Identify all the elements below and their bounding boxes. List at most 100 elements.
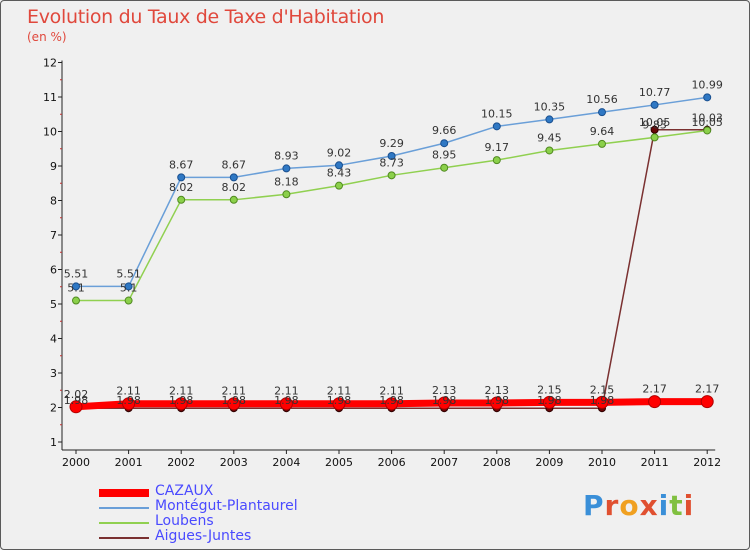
data-point — [542, 395, 556, 409]
data-point — [124, 282, 133, 291]
data-point — [545, 115, 554, 124]
data-label: 2.17 — [642, 383, 667, 396]
data-label: 1.98 — [274, 394, 299, 407]
y-tick-label: 1 — [50, 436, 57, 449]
data-label: 2.11 — [327, 385, 352, 398]
data-label: 9.64 — [590, 125, 615, 138]
data-label: 8.95 — [432, 149, 457, 162]
data-label: 1.98 — [169, 394, 194, 407]
data-label: 5.51 — [64, 267, 89, 280]
logo-letter: i — [658, 489, 670, 522]
data-label: 5.1 — [67, 282, 85, 295]
data-point — [124, 296, 133, 305]
data-point — [174, 397, 188, 411]
data-label: 10.05 — [691, 116, 723, 129]
data-label: 2.11 — [222, 385, 247, 398]
data-label: 9.29 — [379, 137, 404, 150]
labels-aigues-juntes: 1.98 1.98 1.98 1.98 1.98 1.98 1.98 1.98 1.98 1.98… — [64, 116, 723, 407]
legend-swatch — [99, 522, 149, 524]
x-tick-label: 2003 — [220, 456, 248, 469]
data-point — [177, 195, 186, 204]
data-point — [492, 122, 501, 131]
data-label: 1.98 — [537, 394, 562, 407]
series-cazaux — [69, 395, 714, 414]
data-label: 8.67 — [222, 158, 247, 171]
data-point — [545, 146, 554, 155]
data-point — [72, 296, 80, 305]
data-point — [177, 173, 186, 182]
data-label: 8.67 — [169, 158, 194, 171]
logo-letter: r — [604, 489, 620, 522]
x-tick-label: 2001 — [115, 456, 143, 469]
data-label: 2.17 — [695, 383, 720, 396]
chart-subtitle: (en %) — [27, 30, 67, 44]
data-label: 5.51 — [116, 267, 141, 280]
y-tick-label: 7 — [50, 229, 57, 242]
data-label: 9.17 — [485, 141, 510, 154]
data-point — [650, 125, 659, 134]
y-tick-label: 10 — [43, 126, 57, 139]
chart-title: Evolution du Taux de Taxe d'Habitation — [27, 6, 385, 28]
legend-label: Montégut-Plantaurel — [155, 498, 298, 514]
legend-label: Loubens — [155, 513, 214, 529]
data-label: 9.66 — [432, 124, 457, 137]
data-label: 10.35 — [534, 100, 566, 113]
data-label: 2.11 — [169, 385, 194, 398]
y-tick-label: 2 — [50, 402, 57, 415]
y-tick-label: 6 — [50, 264, 57, 277]
legend-swatch — [99, 489, 149, 497]
data-point — [122, 397, 136, 411]
data-label: 1.98 — [485, 394, 510, 407]
data-label: 9.83 — [642, 118, 667, 131]
x-tick-label: 2008 — [483, 456, 511, 469]
data-label: 1.98 — [432, 394, 457, 407]
y-tick-label: 4 — [50, 333, 57, 346]
x-tick-label: 2010 — [588, 456, 616, 469]
logo-letter: i — [683, 489, 695, 522]
data-point — [335, 181, 343, 190]
labels-mont-gut-plantaurel: 5.51 5.51 8.67 8.67 8.93 9.02 9.29 9.66 10.15 10.… — [64, 78, 723, 280]
data-label: 8.43 — [327, 167, 352, 180]
data-label: 8.02 — [222, 181, 247, 194]
data-point — [227, 397, 241, 411]
data-label: 10.56 — [586, 93, 618, 106]
legend-swatch — [99, 507, 149, 509]
data-point — [387, 151, 396, 160]
x-tick-label: 2006 — [378, 456, 406, 469]
y-tick-label: 12 — [43, 57, 57, 70]
data-point — [332, 397, 346, 411]
x-tick-label: 2007 — [430, 456, 458, 469]
data-label: 1.98 — [222, 394, 247, 407]
data-label: 2.15 — [537, 383, 562, 396]
x-tick-label: 2004 — [272, 456, 300, 469]
data-point — [335, 161, 343, 170]
data-point — [72, 282, 80, 291]
legend-label: Aigues-Juntes — [155, 528, 252, 544]
data-label: 8.73 — [379, 156, 404, 169]
data-label: 1.98 — [379, 394, 404, 407]
data-point — [492, 156, 501, 165]
legend-label: CAZAUX — [155, 483, 214, 499]
y-tick-label: 5 — [50, 298, 57, 311]
y-tick-label: 3 — [50, 367, 57, 380]
data-label: 10.05 — [639, 116, 671, 129]
data-point — [229, 195, 238, 204]
data-point — [650, 133, 659, 142]
data-label: 2.11 — [116, 385, 141, 398]
data-point — [279, 397, 293, 411]
x-tick-label: 2009 — [535, 456, 563, 469]
data-point — [490, 396, 504, 410]
x-tick-label: 2011 — [641, 456, 669, 469]
x-tick-label: 2012 — [693, 456, 721, 469]
data-point — [440, 163, 449, 172]
y-tick-label: 11 — [43, 91, 57, 104]
data-label: 2.13 — [485, 384, 510, 397]
data-label: 1.98 — [116, 394, 141, 407]
data-label: 8.02 — [169, 181, 194, 194]
data-label: 9.02 — [327, 146, 352, 159]
plot-area: 2.02 2.11 2.11 2.11 2.11 2.11 2.11 2.13 2.13 2.15… — [64, 78, 723, 414]
logo-letter: t — [669, 489, 684, 522]
data-label: 1.98 — [64, 394, 89, 407]
data-point — [282, 190, 291, 199]
data-point — [282, 164, 291, 173]
